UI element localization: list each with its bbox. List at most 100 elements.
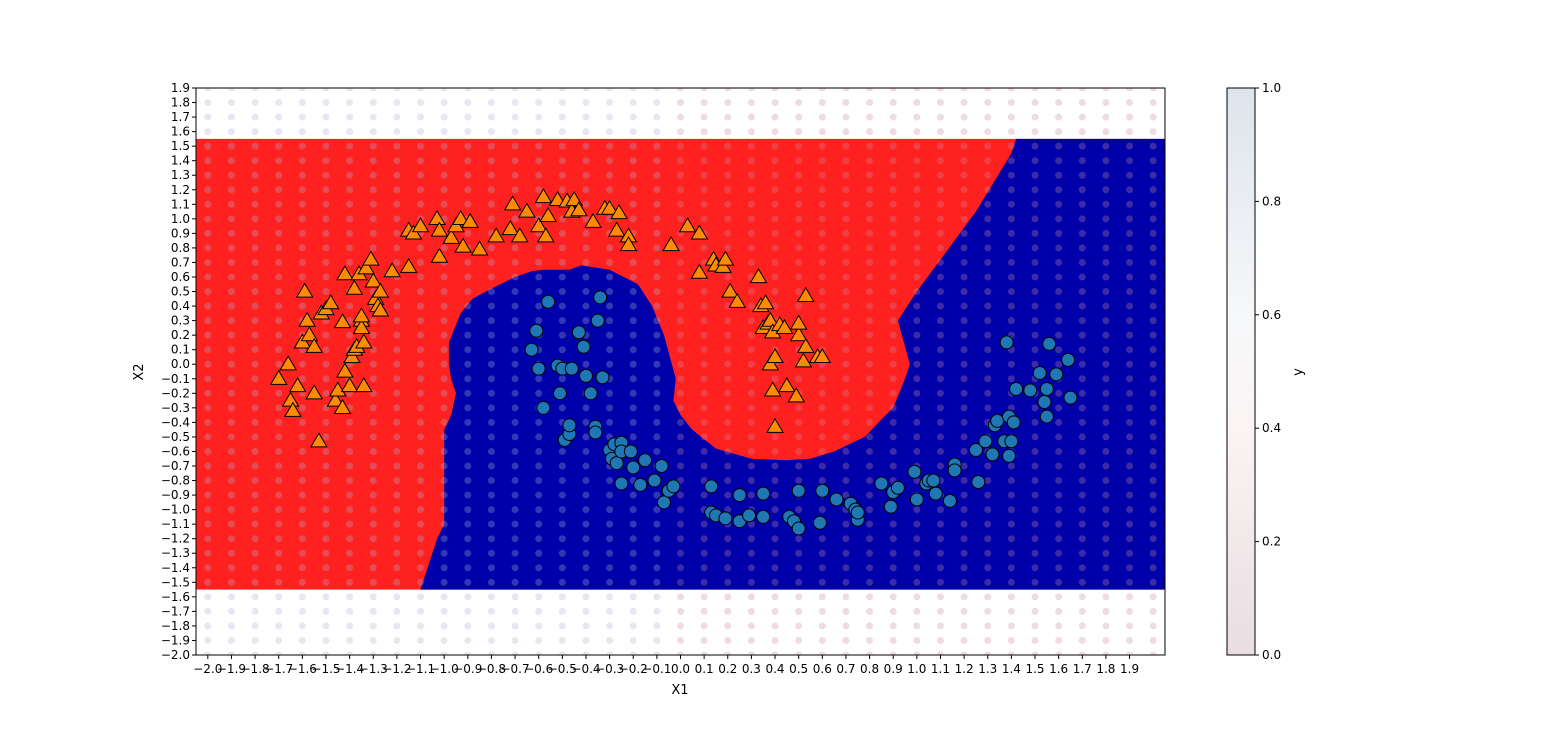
grid-point	[346, 564, 354, 572]
grid-point	[251, 593, 259, 601]
grid-point	[866, 128, 874, 136]
grid-point	[346, 171, 354, 179]
point-class-0	[411, 217, 430, 233]
grid-point	[724, 360, 732, 368]
grid-point	[700, 360, 708, 368]
grid-point	[1102, 520, 1110, 528]
grid-point	[1173, 303, 1180, 310]
grid-point	[984, 346, 992, 354]
grid-point	[677, 302, 684, 310]
grid-point	[1173, 361, 1180, 368]
grid-point	[227, 128, 235, 136]
grid-point	[1031, 346, 1039, 354]
grid-point	[1149, 258, 1157, 266]
grid-point	[511, 607, 519, 615]
grid-point	[1173, 550, 1180, 557]
grid-point	[464, 317, 472, 325]
grid-point	[346, 593, 354, 601]
point-class-1	[614, 476, 629, 491]
grid-point	[322, 215, 330, 223]
grid-point	[677, 535, 684, 543]
grid-point	[558, 520, 566, 528]
grid-point	[464, 229, 472, 237]
grid-point	[511, 244, 519, 252]
grid-point	[440, 491, 448, 499]
grid-point	[393, 651, 401, 655]
grid-point	[535, 607, 543, 615]
grid-point	[204, 477, 212, 485]
grid-point	[1007, 113, 1015, 121]
grid-point	[629, 418, 637, 426]
grid-point	[1078, 389, 1086, 397]
grid-point	[1078, 564, 1086, 572]
grid-point	[1007, 651, 1015, 655]
point-class-1	[756, 509, 771, 524]
grid-point	[913, 535, 921, 543]
grid-point	[440, 273, 448, 281]
grid-point	[818, 142, 826, 150]
grid-point	[393, 520, 401, 528]
grid-point	[1149, 331, 1157, 339]
grid-point	[275, 462, 283, 470]
point-class-0	[534, 188, 553, 204]
point-class-1	[1039, 409, 1054, 424]
grid-point	[842, 433, 850, 441]
grid-point	[1126, 99, 1134, 107]
grid-point	[724, 477, 732, 485]
point-class-1	[756, 486, 771, 501]
grid-point	[984, 578, 992, 586]
grid-point	[487, 244, 495, 252]
grid-point	[298, 404, 306, 412]
grid-point	[1173, 143, 1180, 150]
grid-point	[1102, 578, 1110, 586]
grid-point	[913, 607, 921, 615]
grid-point	[677, 462, 684, 470]
point-class-0	[326, 391, 345, 407]
grid-point	[369, 520, 377, 528]
grid-points	[204, 88, 1180, 655]
grid-point	[1078, 593, 1086, 601]
grid-point	[346, 535, 354, 543]
grid-point	[771, 607, 779, 615]
grid-point	[227, 418, 235, 426]
grid-point	[1149, 215, 1157, 223]
grid-point	[653, 288, 661, 296]
grid-point	[606, 520, 614, 528]
grid-point	[346, 128, 354, 136]
grid-point	[464, 506, 472, 514]
grid-point	[1126, 128, 1134, 136]
grid-point	[1102, 622, 1110, 630]
grid-point	[535, 535, 543, 543]
grid-point	[322, 593, 330, 601]
grid-point	[795, 607, 803, 615]
grid-point	[606, 302, 614, 310]
grid-point	[298, 200, 306, 208]
grid-point	[724, 607, 732, 615]
point-class-1	[571, 325, 586, 340]
grid-point	[322, 491, 330, 499]
grid-point	[629, 433, 637, 441]
grid-point	[487, 288, 495, 296]
grid-point	[960, 258, 968, 266]
grid-point	[511, 549, 519, 557]
point-class-1	[666, 479, 681, 494]
grid-point	[227, 288, 235, 296]
grid-point	[535, 447, 543, 455]
grid-point	[629, 578, 637, 586]
grid-point	[1031, 520, 1039, 528]
grid-point	[1173, 186, 1180, 193]
grid-point	[889, 288, 897, 296]
grid-point	[204, 215, 212, 223]
grid-point	[251, 258, 259, 266]
grid-point	[1126, 113, 1134, 121]
grid-point	[298, 593, 306, 601]
grid-point	[1055, 229, 1063, 237]
grid-point	[936, 607, 944, 615]
grid-point	[653, 607, 661, 615]
grid-point	[960, 607, 968, 615]
grid-point	[700, 171, 708, 179]
point-class-0	[357, 259, 376, 275]
grid-point	[771, 636, 779, 644]
grid-point	[724, 593, 732, 601]
grid-point	[700, 578, 708, 586]
